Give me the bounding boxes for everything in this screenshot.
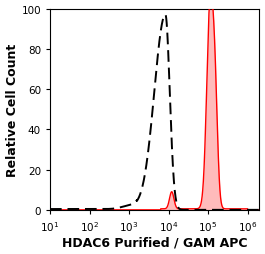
X-axis label: HDAC6 Purified / GAM APC: HDAC6 Purified / GAM APC — [62, 235, 248, 248]
Y-axis label: Relative Cell Count: Relative Cell Count — [6, 43, 19, 176]
